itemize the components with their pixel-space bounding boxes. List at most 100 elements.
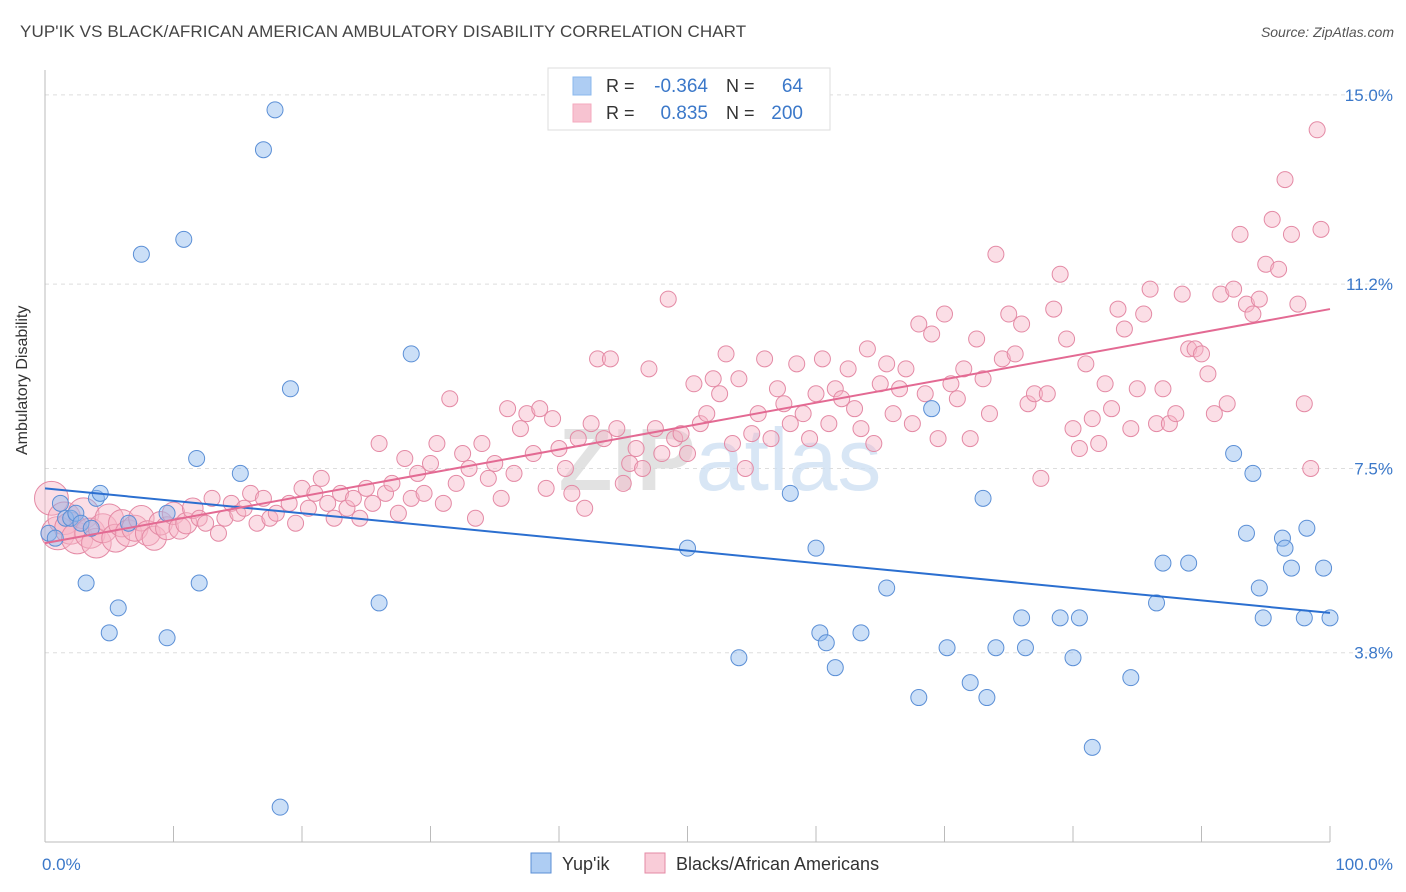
data-point [1070, 440, 1088, 458]
data-point [1090, 435, 1108, 453]
data-point [621, 454, 639, 472]
data-point [1167, 405, 1185, 423]
series-yupik [40, 101, 1339, 816]
data-point [576, 499, 594, 517]
data-point [338, 499, 356, 517]
data-point [1051, 265, 1069, 283]
data-point [267, 504, 285, 522]
data-point [608, 420, 626, 438]
data-point [1250, 290, 1268, 308]
data-point [852, 624, 870, 642]
data-point [1225, 445, 1243, 463]
data-point [878, 579, 896, 597]
data-point [929, 430, 947, 448]
data-point [1315, 559, 1333, 577]
data-point [974, 370, 992, 388]
trend-lines [44, 308, 1331, 614]
data-point [563, 484, 581, 502]
legend-swatch [572, 103, 592, 123]
data-point [858, 340, 876, 358]
data-point [1250, 579, 1268, 597]
x-tick-label: 0.0% [42, 855, 81, 874]
data-point [582, 415, 600, 433]
data-point [807, 539, 825, 557]
data-point [1115, 320, 1133, 338]
source-label: Source: ZipAtlas.com [1260, 24, 1394, 40]
legend-r-label: R = [606, 76, 635, 96]
data-point [1289, 295, 1307, 313]
data-point [1154, 380, 1172, 398]
data-point [556, 459, 574, 477]
data-point [51, 494, 69, 512]
data-point [370, 594, 388, 612]
legend-swatch [572, 76, 592, 96]
data-point [203, 489, 221, 507]
data-point [817, 634, 835, 652]
data-point [1218, 395, 1236, 413]
data-point [197, 514, 215, 532]
data-point [46, 529, 64, 547]
data-point [1244, 464, 1262, 482]
data-point [1193, 345, 1210, 363]
data-point [1180, 340, 1198, 358]
data-point [589, 350, 607, 368]
legend-r-value: -0.364 [654, 76, 708, 97]
data-point [175, 230, 193, 248]
data-point [801, 430, 819, 448]
data-point [422, 454, 439, 472]
data-point [266, 101, 284, 119]
data-point [794, 405, 812, 423]
data-point [1295, 395, 1313, 413]
data-point [1282, 559, 1300, 577]
data-point [190, 574, 208, 592]
data-point [923, 325, 941, 343]
data-point [364, 494, 382, 512]
data-point [923, 400, 941, 418]
data-point [938, 639, 956, 657]
data-point [1070, 609, 1088, 627]
data-point [974, 489, 992, 507]
data-point [492, 489, 510, 507]
data-point [698, 405, 716, 423]
legend-stats: R = -0.364 N = 64 R = 0.835 N = 200 [547, 67, 831, 131]
legend-n-label: N = [726, 103, 755, 123]
data-point [1051, 609, 1069, 627]
data-point [1263, 210, 1281, 228]
data-point [1276, 171, 1294, 189]
trend-line [44, 308, 1331, 545]
data-point [614, 474, 632, 492]
data-point [659, 290, 677, 308]
data-point [878, 355, 896, 373]
legend-n-value: 200 [771, 103, 803, 124]
data-point [1013, 609, 1031, 627]
data-point [1064, 649, 1082, 667]
data-point [704, 370, 722, 388]
data-point [826, 659, 844, 677]
data-point [601, 350, 619, 368]
data-point [499, 400, 517, 418]
data-point [1173, 285, 1191, 303]
data-point [158, 504, 176, 522]
data-point [839, 360, 857, 378]
data-point [1276, 539, 1294, 557]
data-point [1205, 405, 1223, 423]
data-point [132, 245, 150, 263]
data-point [634, 459, 652, 477]
legend-n-value: 64 [782, 76, 804, 97]
data-point [100, 624, 118, 642]
data-point [820, 415, 838, 433]
data-point [993, 350, 1011, 368]
legend-series-label: Blacks/African Americans [676, 854, 879, 874]
y-tick-labels: 3.8% 7.5% 11.2% 15.0% [1345, 86, 1393, 663]
data-point [1083, 410, 1101, 428]
data-point [57, 509, 75, 527]
data-point [1083, 738, 1101, 756]
data-point [109, 599, 127, 617]
data-point [1199, 365, 1217, 383]
data-point [811, 624, 829, 642]
data-point [158, 629, 176, 647]
data-point [72, 514, 90, 532]
data-point [82, 519, 100, 537]
data-point [531, 400, 549, 418]
data-point [389, 504, 407, 522]
